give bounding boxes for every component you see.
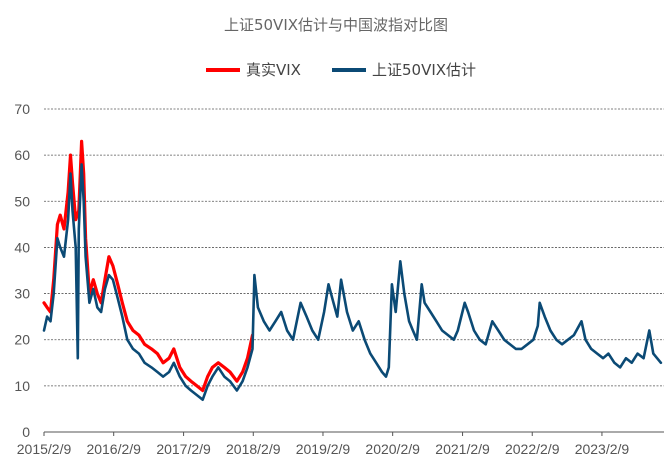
legend-label-real-vix: 真实VIX	[246, 61, 301, 79]
series-lines	[42, 139, 663, 401]
grid-lines	[44, 108, 664, 387]
x-tick-label-8: 2023/2/9	[575, 441, 630, 457]
legend-item-real-vix: 真实VIX	[206, 61, 301, 79]
series-line-0	[42, 139, 255, 393]
y-tick-label-0: 0	[22, 424, 30, 440]
x-tick-label-5: 2020/2/9	[365, 441, 420, 457]
chart-title: 上证50VIX估计与中国波指对比图	[224, 16, 448, 34]
legend-label-sz50-vix: 上证50VIX估计	[372, 61, 476, 79]
x-tick-label-6: 2021/2/9	[435, 441, 490, 457]
x-tick-label-7: 2022/2/9	[505, 441, 560, 457]
x-tick-label-2: 2017/2/9	[156, 441, 211, 457]
x-axis-tick-labels: 2015/2/9 2016/2/9 2017/2/9 2018/2/9 2019/2/9…	[17, 432, 630, 457]
series-line-1	[42, 163, 663, 401]
y-tick-label-70: 70	[14, 101, 30, 117]
y-tick-label-20: 20	[14, 332, 30, 348]
y-tick-label-30: 30	[14, 286, 30, 302]
legend-item-sz50-vix: 上证50VIX估计	[332, 61, 476, 79]
x-tick-label-0: 2015/2/9	[17, 441, 72, 457]
legend: 真实VIX 上证50VIX估计	[206, 61, 476, 79]
y-tick-label-40: 40	[14, 239, 30, 255]
y-axis-tick-labels: 0 10 20 30 40 50 60 70	[14, 101, 30, 440]
y-tick-label-60: 60	[14, 147, 30, 163]
y-tick-label-10: 10	[14, 378, 30, 394]
x-tick-label-4: 2019/2/9	[296, 441, 351, 457]
y-tick-label-50: 50	[14, 193, 30, 209]
x-tick-label-1: 2016/2/9	[86, 441, 141, 457]
x-tick-label-3: 2018/2/9	[226, 441, 281, 457]
